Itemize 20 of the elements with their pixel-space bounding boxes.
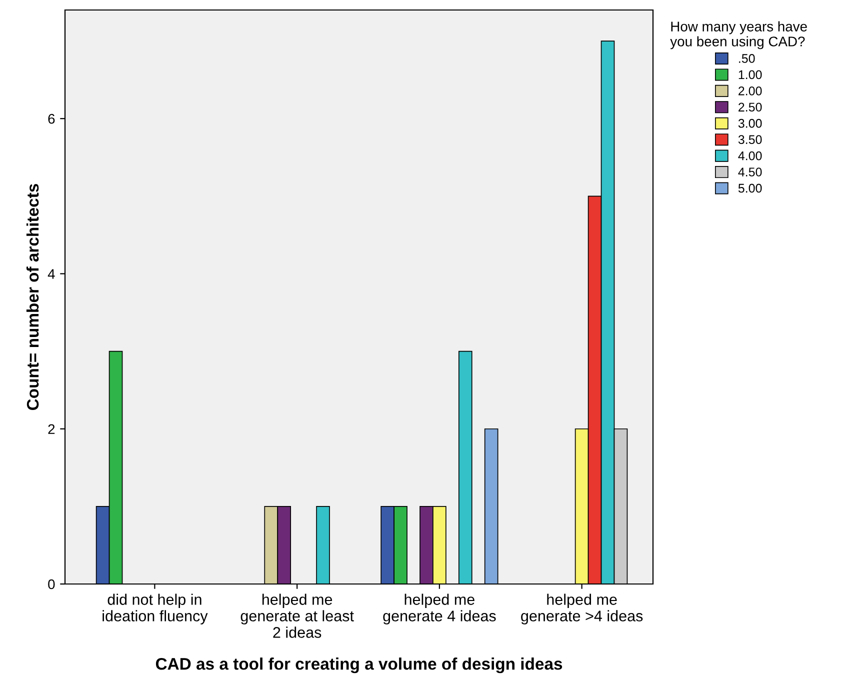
legend-label: 4.50	[738, 168, 762, 176]
legend-label: .50	[739, 54, 755, 63]
legend-label: 1.00	[738, 70, 762, 80]
y-axis-title: Count= number of architects	[26, 184, 39, 410]
legend-label: 4.00	[738, 151, 762, 160]
y-tick-label: 6	[48, 114, 55, 124]
y-tick-label: 0	[48, 579, 55, 590]
x-tick-label: did not help in ideation fluency	[102, 594, 208, 624]
legend-label: 3.00	[738, 118, 762, 128]
legend-title: How many years have you been using CAD?	[670, 21, 807, 50]
x-tick-label: helped me generate >4 ideas	[521, 594, 643, 624]
y-tick-label: 2	[48, 424, 55, 434]
x-tick-label: helped me generate at least 2 ideas	[240, 594, 354, 638]
x-tick-label: helped me generate 4 ideas	[383, 594, 496, 624]
legend-label: 2.50	[738, 102, 762, 112]
legend-label: 5.00	[738, 184, 762, 193]
x-axis-title: CAD as a tool for creating a volume of design ideas	[156, 658, 562, 674]
legend-label: 3.50	[738, 135, 762, 144]
y-tick-label: 4	[48, 269, 55, 279]
legend-label: 2.00	[738, 86, 762, 96]
